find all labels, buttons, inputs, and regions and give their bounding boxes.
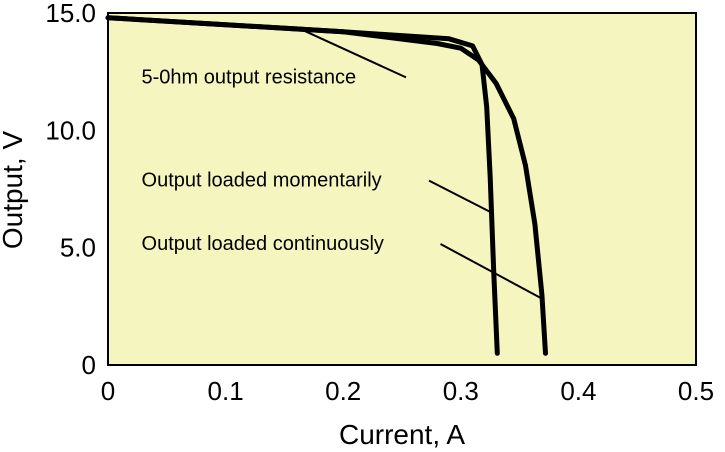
x-tick-label: 0.2 bbox=[325, 376, 361, 406]
x-tick-label: 0.3 bbox=[443, 376, 479, 406]
y-tick-label: 15.0 bbox=[45, 0, 96, 28]
annotation-label-1: 5-0hm output resistance bbox=[142, 66, 357, 88]
annotation-leader-1 bbox=[295, 26, 407, 79]
annotation-label-3: Output loaded continuously bbox=[142, 233, 384, 255]
x-tick-label: 0 bbox=[101, 376, 115, 406]
annotations-group: 5-0hm output resistance Output loaded mom… bbox=[142, 26, 544, 301]
annotation-label-2: Output loaded momentarily bbox=[142, 170, 382, 192]
y-tick-label: 10.0 bbox=[45, 115, 96, 145]
series-group bbox=[105, 15, 548, 356]
y-tick-labels: 0 5.0 10.0 15.0 bbox=[45, 0, 96, 380]
annotation-leader-2 bbox=[428, 179, 492, 214]
x-tick-label: 0.4 bbox=[560, 376, 596, 406]
x-tick-label: 0.1 bbox=[208, 376, 244, 406]
y-tick-label: 0 bbox=[82, 350, 96, 380]
x-tick-labels: 0 0.1 0.2 0.3 0.4 0.5 bbox=[101, 376, 714, 406]
series-line-2 bbox=[105, 15, 548, 356]
y-axis-title: Output, V bbox=[0, 131, 28, 250]
annotation-leader-3 bbox=[440, 243, 544, 301]
x-tick-label: 0.5 bbox=[678, 376, 714, 406]
y-tick-label: 5.0 bbox=[60, 233, 96, 263]
plot-area bbox=[107, 12, 697, 366]
x-axis-title: Current, A bbox=[339, 419, 465, 450]
